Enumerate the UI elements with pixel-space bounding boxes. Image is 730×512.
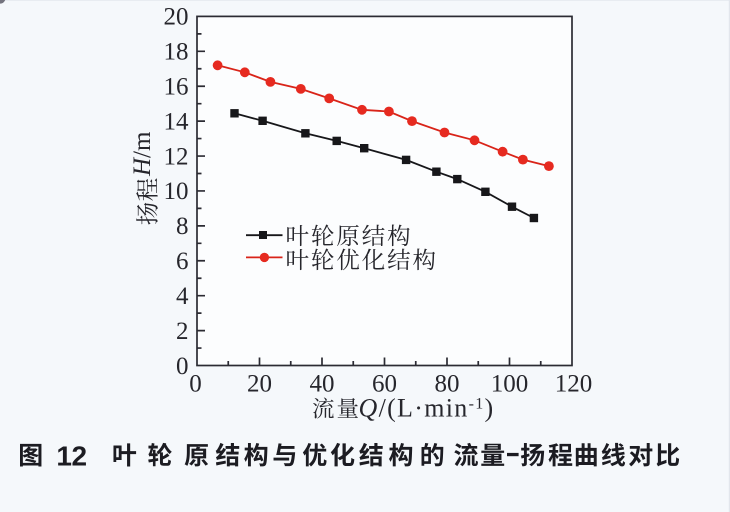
svg-text:60: 60 <box>372 371 397 398</box>
svg-text:12: 12 <box>56 441 86 472</box>
svg-text:40: 40 <box>310 371 335 398</box>
svg-text:10: 10 <box>164 178 189 205</box>
svg-text:2: 2 <box>176 318 189 345</box>
svg-text:120: 120 <box>555 371 593 398</box>
svg-text:4: 4 <box>176 283 189 310</box>
svg-text:8: 8 <box>176 213 189 240</box>
svg-text:12: 12 <box>164 143 189 170</box>
svg-text:0: 0 <box>176 353 189 380</box>
svg-text:20: 20 <box>247 371 272 398</box>
svg-text:14: 14 <box>164 108 190 135</box>
svg-text:0: 0 <box>189 371 202 398</box>
svg-text:16: 16 <box>164 74 189 101</box>
svg-text:100: 100 <box>491 371 529 398</box>
svg-text:6: 6 <box>176 248 189 275</box>
svg-text:H/m: H/m <box>129 131 156 177</box>
svg-text:18: 18 <box>164 39 189 66</box>
svg-text:80: 80 <box>435 371 460 398</box>
svg-text:20: 20 <box>164 4 189 31</box>
